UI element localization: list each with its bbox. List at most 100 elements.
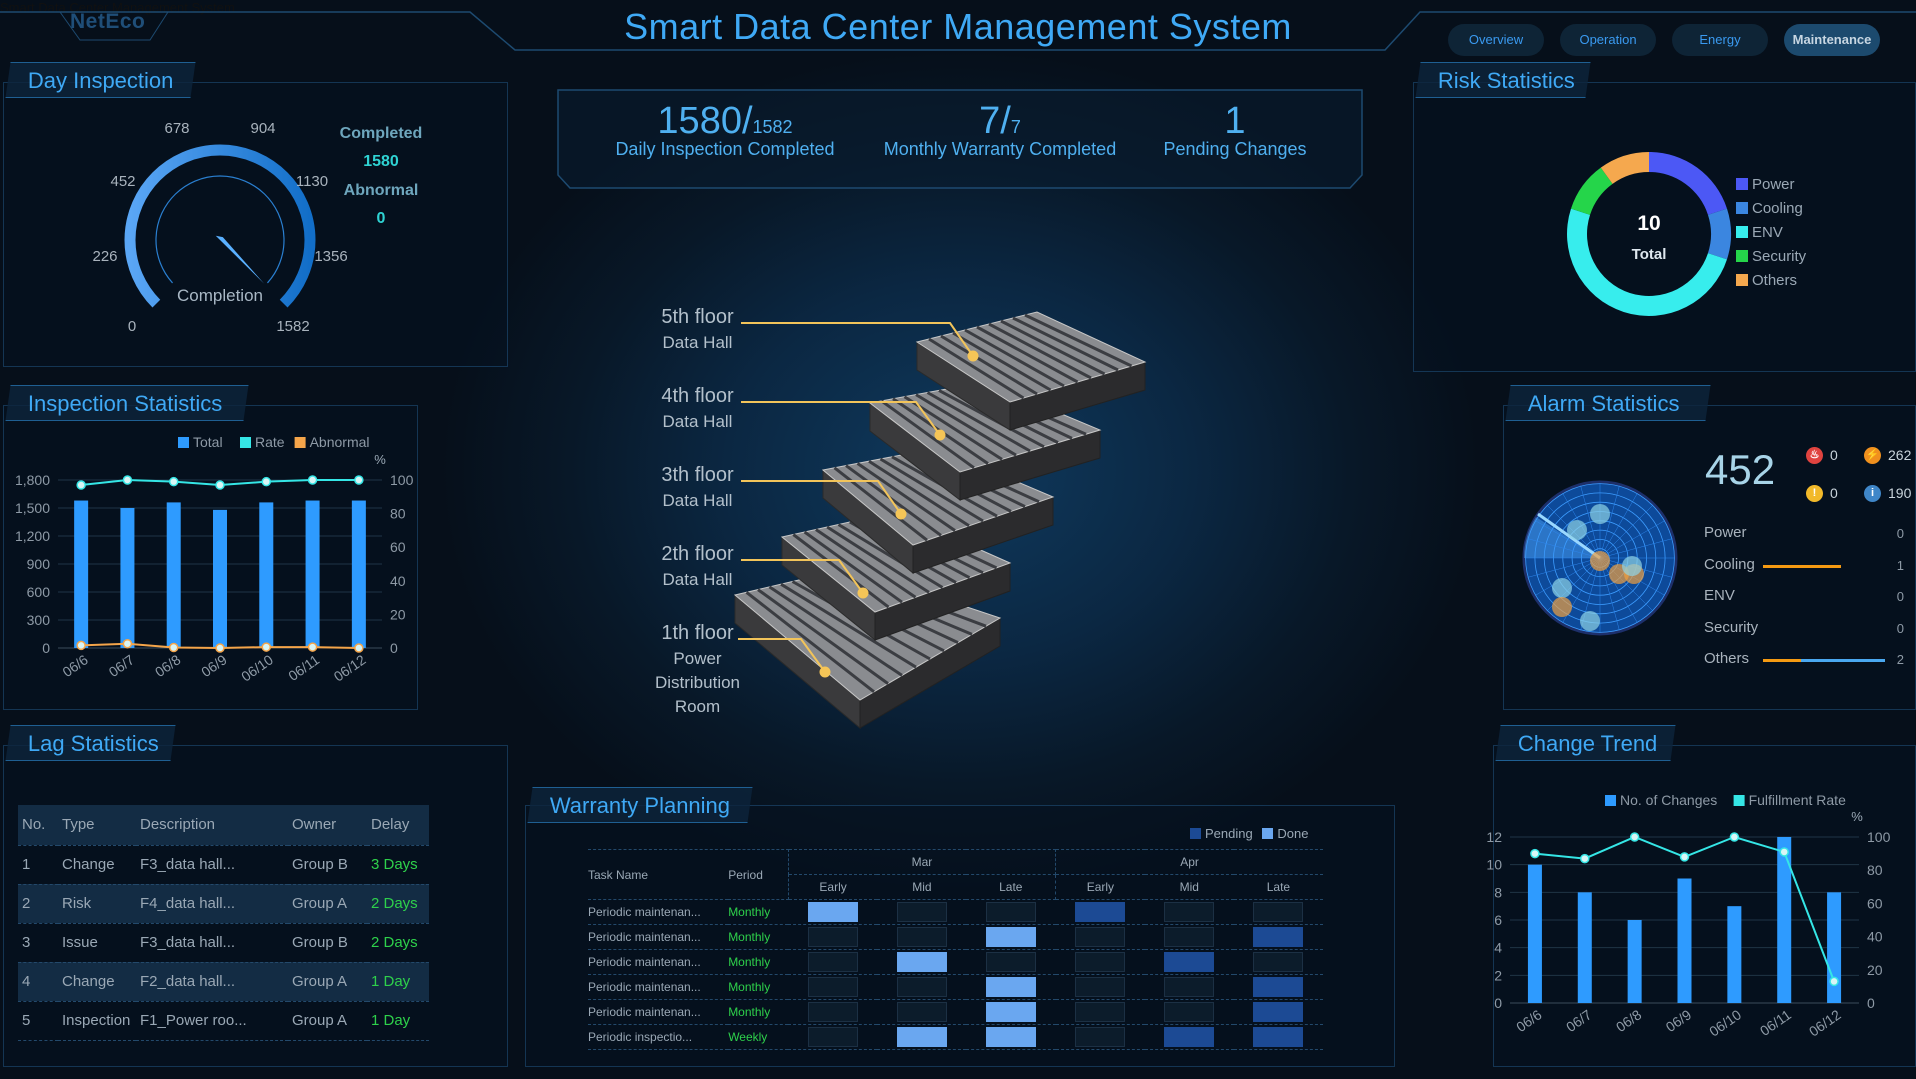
empty-slot bbox=[1253, 952, 1304, 972]
gauge-label: Completion bbox=[177, 286, 263, 305]
schedule-cell[interactable] bbox=[1055, 924, 1145, 950]
schedule-cell[interactable] bbox=[1233, 974, 1323, 1000]
x-tick-label: 06/10 bbox=[1706, 1006, 1744, 1039]
cell-delay: 2 Days bbox=[367, 923, 429, 963]
warranty-row: Periodic maintenan... Monthly bbox=[588, 974, 1323, 1000]
empty-slot bbox=[1075, 1002, 1126, 1022]
inspection-statistics-chart: 0 300 600 900 1,200 1,500 1,800 0 20 40 60 80 100% 06… bbox=[15, 434, 414, 685]
data-point bbox=[261, 642, 272, 652]
schedule-cell[interactable] bbox=[1055, 1024, 1145, 1050]
schedule-cell[interactable] bbox=[877, 974, 967, 1000]
schedule-cell[interactable] bbox=[788, 974, 878, 1000]
floor-name[interactable]: 5th floor bbox=[661, 306, 734, 328]
schedule-cell[interactable] bbox=[877, 924, 967, 950]
data-point bbox=[76, 640, 86, 651]
gauge-arc bbox=[124, 144, 316, 308]
schedule-cell[interactable] bbox=[1233, 999, 1323, 1025]
schedule-cell[interactable] bbox=[788, 1024, 878, 1050]
rack-row bbox=[952, 331, 1052, 392]
schedule-cell[interactable] bbox=[966, 1024, 1056, 1050]
rack-row bbox=[745, 591, 875, 693]
schedule-cell[interactable] bbox=[1144, 1024, 1234, 1050]
schedule-cell[interactable] bbox=[788, 949, 878, 975]
floor-2-side-left bbox=[781, 535, 876, 642]
x-tick-label: 06/9 bbox=[1663, 1006, 1695, 1035]
task-period: Monthly bbox=[728, 949, 789, 975]
y-tick-label: 12 bbox=[1486, 829, 1502, 845]
gauge-tick-label: 1582 bbox=[276, 318, 309, 335]
schedule-cell[interactable] bbox=[966, 999, 1056, 1025]
tab-operation[interactable]: Operation bbox=[1560, 24, 1656, 56]
schedule-cell[interactable] bbox=[877, 899, 967, 925]
schedule-cell[interactable] bbox=[877, 999, 967, 1025]
schedule-cell[interactable] bbox=[1233, 924, 1323, 950]
cell-owner: Group A bbox=[288, 884, 367, 924]
y2-tick-label: 100 bbox=[390, 472, 414, 488]
schedule-cell[interactable] bbox=[1144, 949, 1234, 975]
legend-label: Total bbox=[193, 434, 223, 450]
floor-name[interactable]: 3th floor bbox=[661, 464, 734, 486]
empty-slot bbox=[1075, 1027, 1126, 1047]
cell-no: 4 bbox=[18, 962, 58, 1002]
floor-name[interactable]: 4th floor bbox=[661, 385, 734, 407]
bar bbox=[1727, 906, 1742, 1003]
alarm-statistics-title-text: Alarm Statistics bbox=[1527, 391, 1680, 416]
schedule-cell[interactable] bbox=[1055, 974, 1145, 1000]
schedule-cell[interactable] bbox=[1233, 949, 1323, 975]
schedule-cell[interactable] bbox=[788, 899, 878, 925]
phase-header: Mid bbox=[1144, 874, 1234, 900]
tab-energy[interactable]: Energy bbox=[1672, 24, 1768, 56]
change-trend-panel bbox=[1493, 745, 1916, 1067]
lag-statistics-table: No. Type Description Owner Delay 1 Change… bbox=[18, 805, 429, 1041]
schedule-cell[interactable] bbox=[1144, 974, 1234, 1000]
floor-4-side-right bbox=[959, 429, 1101, 501]
cell-delay: 2 Days bbox=[367, 884, 429, 924]
schedule-cell[interactable] bbox=[788, 924, 878, 950]
floor-name[interactable]: 1th floor bbox=[661, 622, 734, 644]
schedule-cell[interactable] bbox=[1055, 999, 1145, 1025]
floor-name[interactable]: 2th floor bbox=[661, 543, 734, 565]
schedule-cell[interactable] bbox=[1144, 999, 1234, 1025]
task-name: Periodic maintenan... bbox=[588, 899, 729, 925]
floor-2-top bbox=[780, 511, 1012, 613]
floor-3-side-right bbox=[912, 496, 1054, 574]
schedule-cell[interactable] bbox=[877, 949, 967, 975]
data-point bbox=[261, 476, 272, 487]
alarm-badge-value: 0 bbox=[1830, 485, 1838, 501]
schedule-cell[interactable] bbox=[1144, 924, 1234, 950]
rack-row bbox=[972, 382, 1087, 436]
legend-swatch bbox=[1736, 274, 1748, 286]
schedule-cell[interactable] bbox=[1144, 899, 1234, 925]
donut-slice-others bbox=[1600, 152, 1649, 184]
floor-3-top bbox=[821, 447, 1055, 546]
legend-swatch bbox=[178, 437, 189, 448]
rack-row bbox=[988, 322, 1092, 380]
alarm-bar-orange bbox=[1763, 659, 1801, 662]
done-marker bbox=[807, 902, 858, 922]
schedule-cell[interactable] bbox=[1055, 949, 1145, 975]
floor-marker bbox=[934, 429, 946, 441]
tab-overview[interactable]: Overview bbox=[1448, 24, 1544, 56]
schedule-cell[interactable] bbox=[788, 999, 878, 1025]
data-point bbox=[1580, 853, 1590, 864]
rack-row bbox=[860, 518, 971, 580]
data-point bbox=[1629, 832, 1640, 842]
schedule-cell[interactable] bbox=[1233, 1024, 1323, 1050]
task-period: Monthly bbox=[728, 999, 789, 1025]
schedule-cell[interactable] bbox=[966, 924, 1056, 950]
phase-header: Early bbox=[1055, 874, 1145, 900]
schedule-cell[interactable] bbox=[877, 1024, 967, 1050]
tab-maintenance[interactable]: Maintenance bbox=[1784, 24, 1880, 56]
schedule-cell[interactable] bbox=[966, 949, 1056, 975]
risk-total-label: Total bbox=[1631, 246, 1667, 263]
schedule-cell[interactable] bbox=[966, 899, 1056, 925]
schedule-cell[interactable] bbox=[1233, 899, 1323, 925]
inspection-statistics-title: Inspection Statistics bbox=[5, 385, 249, 421]
schedule-cell[interactable] bbox=[1055, 899, 1145, 925]
schedule-cell[interactable] bbox=[966, 974, 1056, 1000]
